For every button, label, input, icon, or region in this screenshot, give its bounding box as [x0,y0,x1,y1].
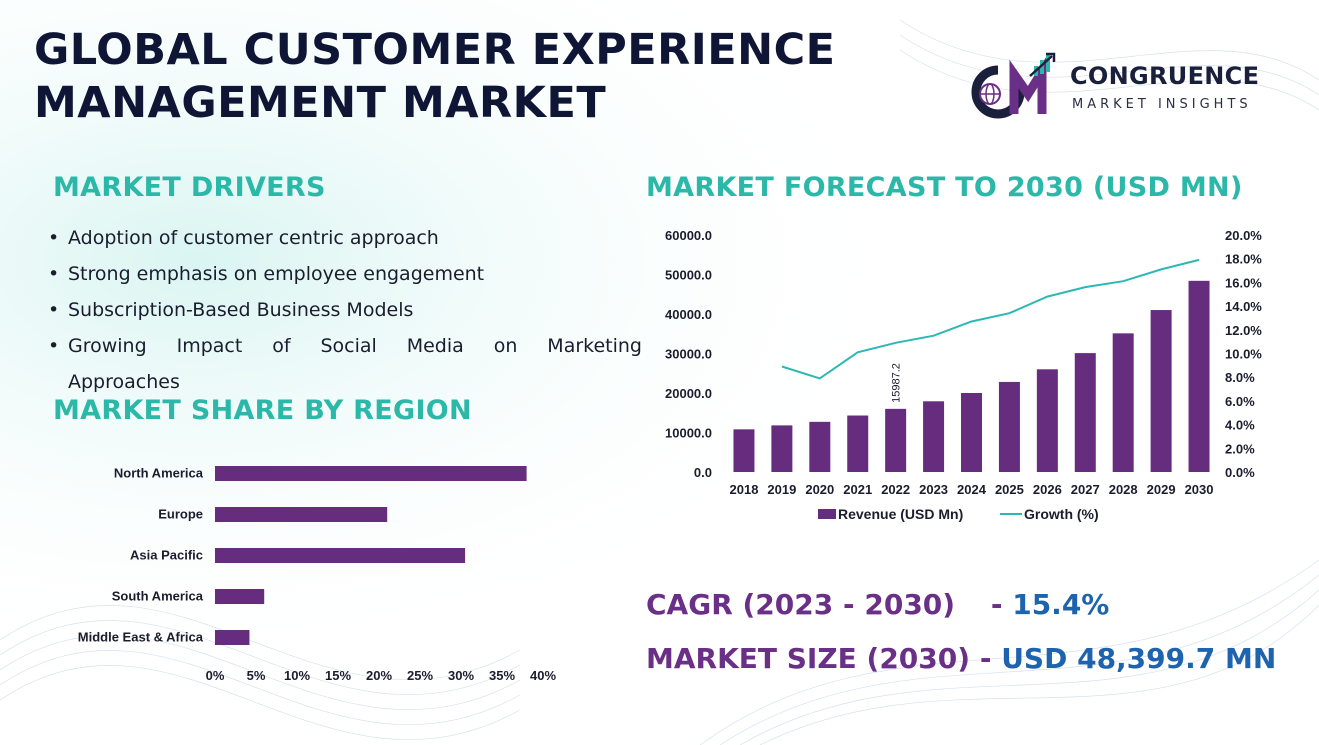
y-left-tick-label: 10000.0 [665,426,712,441]
y-right-tick-label: 0.0% [1225,465,1255,480]
revenue-bar-2019 [771,425,793,472]
x-tick-label: 2024 [957,482,987,497]
revenue-bar-2027 [1074,353,1096,472]
y-right-tick-label: 4.0% [1225,418,1255,433]
y-right-tick-label: 14.0% [1225,299,1262,314]
data-label: 15987.2 [891,363,903,403]
revenue-bar-2023 [923,401,945,472]
legend-growth-label: Growth (%) [1024,506,1099,522]
y-right-tick-label: 16.0% [1225,275,1262,290]
x-tick-label: 10% [284,668,310,683]
x-tick-label: 40% [530,668,556,683]
x-tick-label: 30% [448,668,474,683]
cagr-stat: CAGR (2023 - 2030) - 15.4% [646,588,1109,621]
region-label: North America [114,466,204,481]
revenue-bar-2022 [885,408,907,472]
y-right-tick-label: 8.0% [1225,370,1255,385]
x-tick-label: 35% [489,668,515,683]
x-tick-label: 2026 [1033,482,1062,497]
forecast-heading: MARKET FORECAST TO 2030 (USD MN) [646,172,1243,203]
y-left-tick-label: 40000.0 [665,307,712,322]
market-size-dash: - [979,642,992,675]
title-line-2: MANAGEMENT MARKET [34,78,607,128]
driver-item: Adoption of customer centric approach [46,220,642,256]
x-tick-label: 20% [366,668,392,683]
revenue-bar-2020 [809,421,831,472]
revenue-bar-2028 [1112,333,1134,472]
x-tick-label: 2019 [767,482,796,497]
x-tick-label: 2021 [843,482,872,497]
x-tick-label: 5% [247,668,266,683]
y-right-tick-label: 2.0% [1225,441,1255,456]
y-right-tick-label: 20.0% [1225,228,1262,243]
title-line-1: GLOBAL CUSTOMER EXPERIENCE [34,25,836,75]
y-right-tick-label: 10.0% [1225,347,1262,362]
revenue-bar-2025 [998,381,1020,472]
driver-item-text: Growing Impact of Social Media on Market… [68,335,642,357]
driver-item: Strong emphasis on employee engagement [46,256,642,292]
forecast-chart: 15987.2 0.0 10000.0 20000.0 30000.0 40000.0 50… [665,228,1262,522]
x-tick-label: 0% [206,668,225,683]
region-bar-asia-pacific [215,548,466,563]
x-tick-label: 2023 [919,482,948,497]
y-right-tick-label: 12.0% [1225,323,1262,338]
driver-item: Subscription-Based Business Models [46,292,642,328]
x-tick-label: 2018 [730,482,759,497]
x-tick-label: 2025 [995,482,1024,497]
x-tick-label: 2030 [1185,482,1214,497]
region-bar-north-america [215,466,527,481]
brand-logo: CONGRUENCE MARKET INSIGHTS [968,50,1288,120]
market-drivers-list: Adoption of customer centric approach St… [46,220,642,400]
driver-item: Growing Impact of Social Media on Market… [46,328,642,400]
legend-revenue-swatch [818,509,836,519]
brand-tagline: MARKET INSIGHTS [1072,97,1252,112]
revenue-bar-2026 [1036,369,1058,472]
y-right-tick-label: 6.0% [1225,394,1255,409]
legend-revenue-label: Revenue (USD Mn) [838,506,963,522]
x-tick-label: 15% [325,668,351,683]
revenue-bar-2029 [1150,310,1172,472]
x-tick-label: 2027 [1071,482,1100,497]
x-tick-label: 2029 [1147,482,1176,497]
revenue-bar-2024 [961,393,982,472]
market-drivers-heading: MARKET DRIVERS [53,172,326,203]
revenue-bar-2018 [733,429,755,472]
x-tick-label: 2020 [805,482,834,497]
cagr-dash: - [990,588,1003,621]
y-left-tick-label: 30000.0 [665,347,712,362]
market-size-stat: MARKET SIZE (2030) - USD 48,399.7 MN [646,642,1276,675]
region-bar-south-america [215,589,265,604]
brand-name: CONGRUENCE [1070,62,1260,90]
y-left-tick-label: 60000.0 [665,228,712,243]
x-tick-label: 2022 [881,482,910,497]
y-left-tick-label: 50000.0 [665,268,712,283]
x-tick-label: 2028 [1109,482,1138,497]
page-title: GLOBAL CUSTOMER EXPERIENCE MANAGEMENT MA… [34,24,836,130]
region-label: South America [112,589,204,604]
region-bar-middle-east-africa [215,630,250,645]
x-tick-label: 25% [407,668,433,683]
logo-mark-icon [971,52,1056,119]
region-share-chart: North America Europe Asia Pacific South Ame… [78,466,557,684]
growth-line [781,258,1200,380]
region-label: Europe [158,507,203,522]
market-size-label: MARKET SIZE (2030) [646,642,971,675]
region-label: Asia Pacific [130,548,203,563]
market-size-value: USD 48,399.7 MN [1001,642,1277,675]
driver-item-continuation: Approaches [68,371,180,393]
region-label: Middle East & Africa [78,630,204,645]
region-bar-europe [215,507,388,522]
revenue-bar-2021 [847,415,869,472]
cagr-value: 15.4% [1012,588,1110,621]
y-left-tick-label: 0.0 [694,465,712,480]
y-left-tick-label: 20000.0 [665,386,712,401]
cagr-label: CAGR (2023 - 2030) [646,588,956,621]
y-right-tick-label: 18.0% [1225,252,1262,267]
revenue-bar-2030 [1188,280,1210,472]
market-share-heading: MARKET SHARE BY REGION [53,395,472,426]
